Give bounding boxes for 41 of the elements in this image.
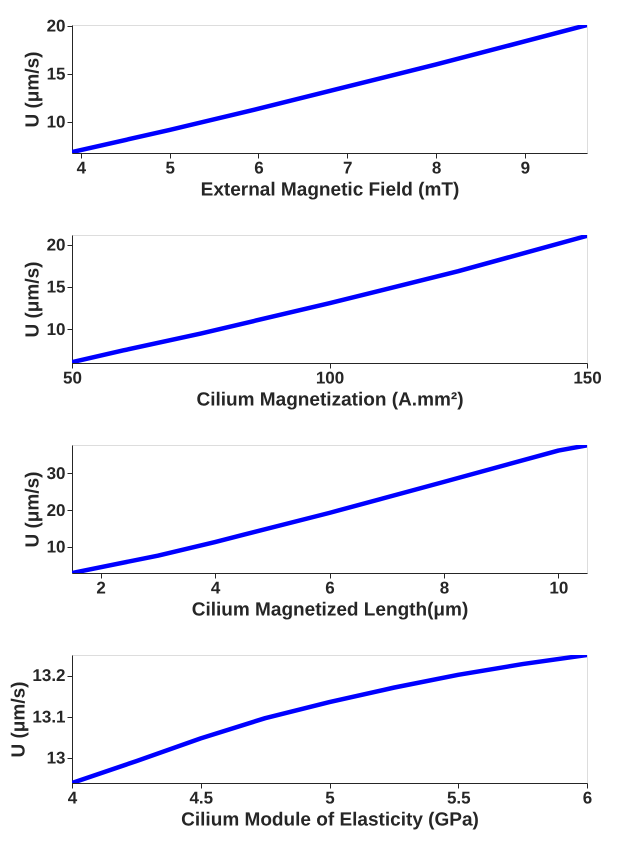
y-tick-label: 20 bbox=[46, 500, 66, 520]
x-tick-label: 4 bbox=[210, 578, 221, 598]
y-axis-title: U (μm/s) bbox=[8, 681, 30, 758]
y-tick-label: 13.2 bbox=[32, 666, 66, 686]
x-tick-label: 100 bbox=[316, 368, 344, 388]
x-tick-label: 5 bbox=[165, 158, 175, 178]
y-tick-label: 20 bbox=[46, 236, 66, 255]
line-series bbox=[72, 25, 587, 153]
y-axis-title: U (μm/s) bbox=[22, 261, 44, 338]
x-axis-title: Cilium Magnetized Length(μm) bbox=[192, 600, 468, 620]
y-axis-title: U (μm/s) bbox=[22, 471, 44, 548]
x-tick-label: 5.5 bbox=[446, 788, 471, 808]
x-axis-title: Cilium Magnetization (A.mm²) bbox=[196, 390, 464, 410]
y-tick-label: 15 bbox=[46, 64, 66, 84]
y-axis-title: U (μm/s) bbox=[22, 51, 44, 128]
y-tick-label: 10 bbox=[46, 538, 66, 557]
y-tick-label: 10 bbox=[46, 112, 66, 132]
x-tick-label: 10 bbox=[549, 578, 568, 598]
x-axis-title: External Magnetic Field (mT) bbox=[200, 180, 460, 200]
x-tick-label: 8 bbox=[440, 578, 450, 598]
x-axis-title: Cilium Module of Elasticity (GPa) bbox=[181, 810, 479, 830]
y-tick-label: 30 bbox=[46, 464, 66, 483]
x-tick-label: 6 bbox=[582, 788, 592, 808]
x-tick-label: 4 bbox=[76, 158, 87, 178]
x-tick-label: 50 bbox=[63, 368, 82, 388]
x-tick-label: 9 bbox=[520, 158, 530, 178]
y-tick-label: 10 bbox=[46, 320, 66, 339]
x-tick-label: 6 bbox=[254, 158, 264, 178]
x-tick-label: 4.5 bbox=[189, 788, 214, 808]
x-tick-label: 7 bbox=[343, 158, 352, 178]
y-tick-label: 20 bbox=[46, 16, 66, 36]
line-series bbox=[72, 445, 587, 573]
y-tick-label: 13 bbox=[46, 748, 66, 768]
y-tick-label: 15 bbox=[46, 278, 66, 297]
x-tick-label: 6 bbox=[325, 578, 335, 598]
x-tick-label: 150 bbox=[573, 368, 602, 388]
x-tick-label: 2 bbox=[96, 578, 106, 598]
x-tick-label: 8 bbox=[432, 158, 442, 178]
x-tick-label: 5 bbox=[325, 788, 335, 808]
y-tick-label: 13.1 bbox=[32, 707, 66, 726]
x-tick-label: 4 bbox=[68, 788, 78, 808]
